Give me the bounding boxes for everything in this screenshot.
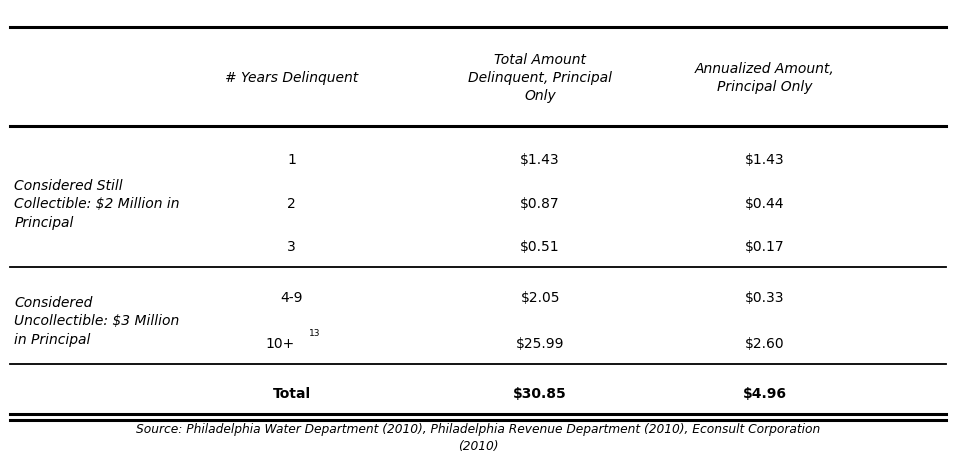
Text: $1.43: $1.43 <box>745 153 785 167</box>
Text: 2: 2 <box>287 197 296 211</box>
Text: Annualized Amount,
Principal Only: Annualized Amount, Principal Only <box>695 62 835 93</box>
Text: $1.43: $1.43 <box>520 153 560 167</box>
Text: $0.33: $0.33 <box>745 291 785 304</box>
Text: $2.05: $2.05 <box>520 291 560 304</box>
Text: $2.60: $2.60 <box>745 337 785 350</box>
Text: $30.85: $30.85 <box>513 387 567 400</box>
Text: 13: 13 <box>309 328 320 337</box>
Text: $0.87: $0.87 <box>520 197 560 211</box>
Text: $4.96: $4.96 <box>743 387 787 400</box>
Text: # Years Delinquent: # Years Delinquent <box>225 71 358 84</box>
Text: 3: 3 <box>287 240 296 253</box>
Text: $0.51: $0.51 <box>520 240 560 253</box>
Text: 4-9: 4-9 <box>280 291 303 304</box>
Text: 10+: 10+ <box>266 337 294 350</box>
Text: Total: Total <box>272 387 311 400</box>
Text: $0.17: $0.17 <box>745 240 785 253</box>
Text: $0.44: $0.44 <box>745 197 785 211</box>
Text: $25.99: $25.99 <box>516 337 564 350</box>
Text: Considered Still
Collectible: $2 Million in
Principal: Considered Still Collectible: $2 Million… <box>14 179 180 229</box>
Text: Source: Philadelphia Water Department (2010), Philadelphia Revenue Department (2: Source: Philadelphia Water Department (2… <box>136 423 820 451</box>
Text: Considered
Uncollectible: $3 Million
in Principal: Considered Uncollectible: $3 Million in … <box>14 295 180 346</box>
Text: Total Amount
Delinquent, Principal
Only: Total Amount Delinquent, Principal Only <box>468 53 612 102</box>
Text: 1: 1 <box>287 153 296 167</box>
